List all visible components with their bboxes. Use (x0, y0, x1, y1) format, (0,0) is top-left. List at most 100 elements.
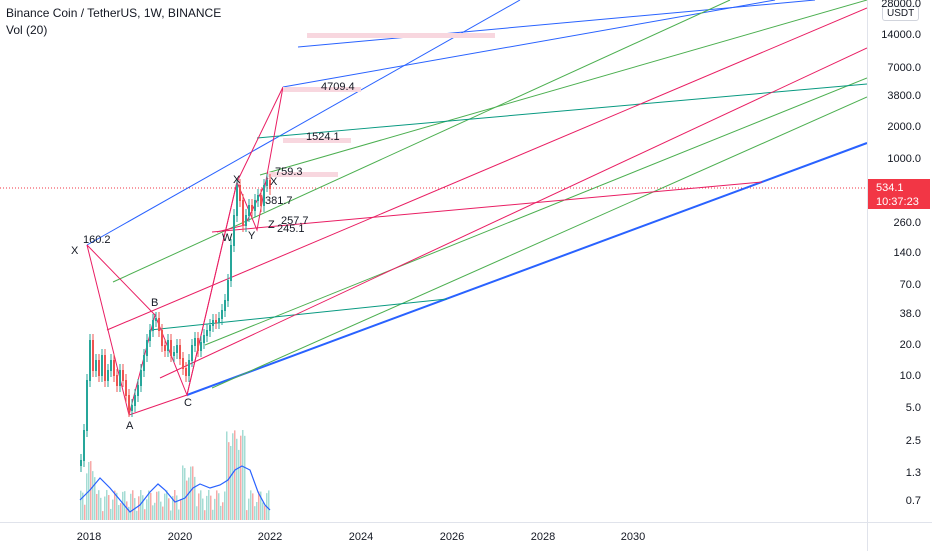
candle-body (152, 320, 154, 331)
pattern-label-b: B (151, 297, 159, 309)
pattern-label-c: C (184, 397, 192, 409)
candle-body (242, 200, 244, 226)
candle-body (143, 355, 145, 371)
volume-bar (84, 504, 86, 520)
price-tick: 38.0 (899, 308, 921, 320)
symbol-title[interactable]: Binance Coin / TetherUS, 1W, BINANCE (6, 6, 222, 20)
volume-bar (234, 430, 236, 520)
volume-bar (206, 495, 208, 520)
candle-body (254, 200, 256, 211)
candle-body (134, 395, 136, 406)
pattern-label-a: A (126, 420, 134, 432)
volume-bar (108, 495, 110, 520)
volume-bar (200, 490, 202, 520)
candle-body (230, 245, 232, 281)
volume-bar (218, 493, 220, 520)
candle-body (155, 318, 157, 321)
candle-body (179, 345, 181, 359)
volume-bar (260, 491, 262, 520)
currency-badge[interactable]: USDT (882, 6, 920, 21)
candle-body (203, 335, 205, 343)
candle-body (206, 330, 208, 336)
blue-channel-lines[interactable] (86, 0, 867, 396)
volume-bar (132, 490, 134, 520)
candle-body (107, 370, 109, 381)
candle-body (209, 325, 211, 331)
time-tick: 2018 (76, 531, 102, 543)
price-label-257: 257.7 (281, 215, 309, 227)
candle-body (269, 180, 271, 189)
volume-bar (90, 461, 92, 520)
volume-bar (160, 501, 162, 520)
candlesticks[interactable] (80, 174, 271, 472)
volume-bar (156, 491, 158, 520)
volume-bar (252, 493, 254, 520)
volume-bar (148, 490, 150, 520)
chart-area[interactable]: Binance Coin / TetherUS, 1W, BINANCE Vol… (0, 0, 867, 522)
green-channel-lines[interactable] (112, 0, 867, 389)
volume-bar (170, 510, 172, 520)
candle-body (137, 385, 139, 396)
candle-body (212, 320, 214, 326)
price-label-245: 245.1 (277, 223, 305, 235)
candle-body (176, 345, 178, 353)
volume-bar (162, 506, 164, 520)
pattern-label-x2: X (233, 174, 241, 186)
candle-body (227, 280, 229, 301)
teal-lines[interactable] (149, 83, 867, 331)
volume-bar (176, 495, 178, 520)
volume-bar (186, 480, 188, 520)
volume-bar (144, 509, 146, 520)
time-tick: 2028 (530, 531, 556, 543)
volume-bar (258, 491, 260, 520)
volume-bar (230, 445, 232, 520)
candle-body (116, 375, 118, 386)
time-axis[interactable]: 2018 2020 2022 2024 2026 2028 2030 (0, 522, 867, 551)
volume-bar (254, 506, 256, 520)
volume-bar (174, 490, 176, 520)
candle-body (239, 185, 241, 201)
price-label-381: 381.7 (265, 195, 293, 207)
price-axis[interactable]: USDT 28000.0 14000.0 7000.0 3800.0 2000.0 100… (867, 0, 932, 522)
volume-bar (250, 490, 252, 520)
volume-bar (168, 498, 170, 520)
volume-bar (172, 496, 174, 520)
volume-indicator-label[interactable]: Vol (20) (6, 23, 48, 37)
volume-bar (220, 505, 222, 520)
volume-bar (202, 498, 204, 520)
pattern-label-x3: X (270, 176, 278, 188)
volume-bar (184, 468, 186, 520)
price-tick: 2.5 (905, 435, 921, 447)
candle-body (173, 352, 175, 356)
volume-bar (238, 449, 240, 520)
volume-bar (204, 510, 206, 520)
volume-bar (192, 466, 194, 520)
candle-body (263, 185, 265, 206)
volume-bar (228, 442, 230, 520)
price-tick: 28000.0 (881, 0, 921, 10)
volume-bar (248, 498, 250, 520)
volume-bar (116, 492, 118, 520)
candle-body (149, 330, 151, 341)
volume-bar (246, 510, 248, 520)
candle-body (266, 180, 268, 186)
time-tick: 2020 (167, 531, 193, 543)
candle-body (98, 360, 100, 376)
candle-body (170, 340, 172, 356)
time-tick: 2026 (439, 531, 465, 543)
volume-bar (152, 505, 154, 520)
volume-bar (136, 510, 138, 520)
pink-channel-lines[interactable] (86, 7, 867, 416)
volume-bar (138, 496, 140, 520)
candle-body (92, 340, 94, 371)
axis-corner (867, 522, 932, 551)
candle-body (104, 355, 106, 381)
price-tick: 1.3 (905, 467, 921, 479)
price-label-4709: 4709.4 (321, 81, 355, 93)
volume-bar (188, 477, 190, 520)
candle-body (218, 318, 220, 323)
pattern-label-z: Z (268, 219, 275, 231)
volume-bars (80, 430, 270, 520)
volume-bar (98, 490, 100, 520)
volume-bar (126, 501, 128, 520)
